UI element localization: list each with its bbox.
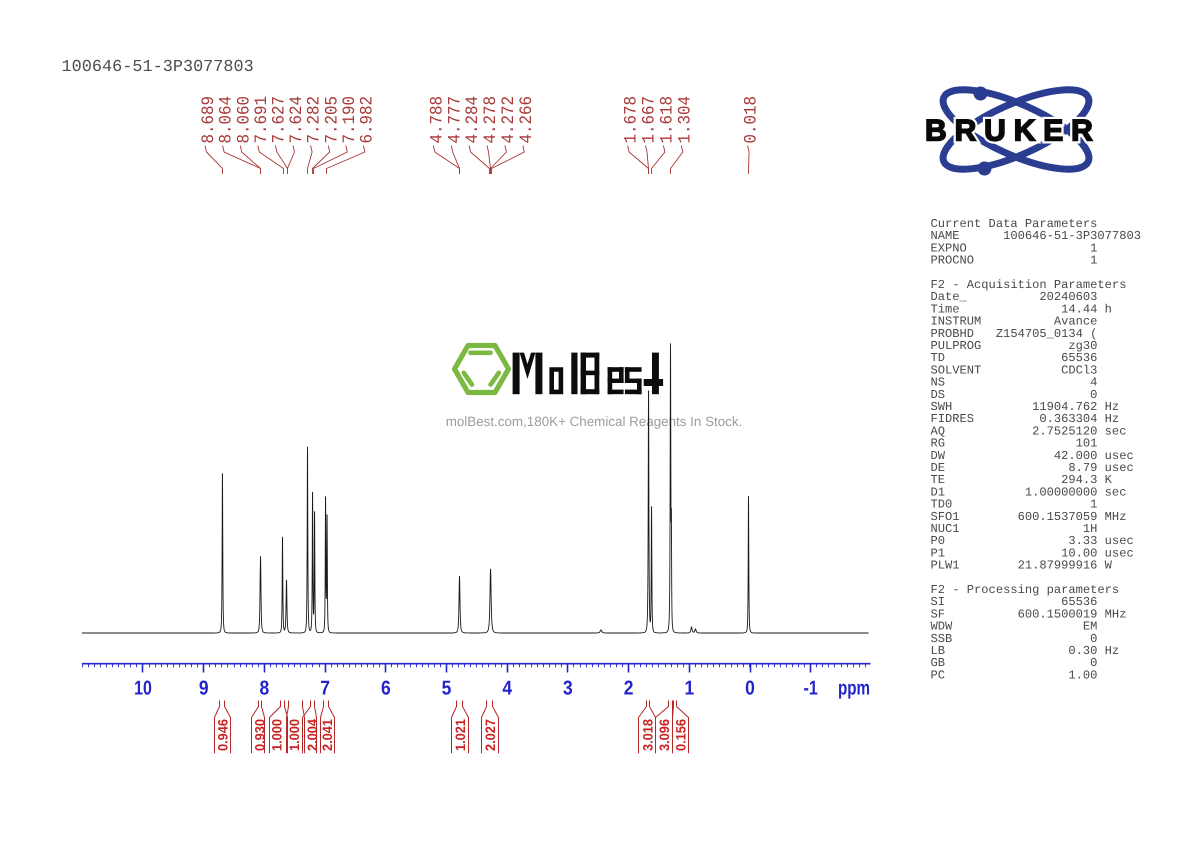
svg-text:D1 1.00000000 sec: D1 1.00000000 sec — [931, 485, 1127, 499]
svg-text:7.190: 7.190 — [341, 96, 360, 144]
svg-text:LB 0.30 Hz: LB 0.30 Hz — [931, 644, 1120, 658]
svg-text:100646-51-3P3077803: 100646-51-3P3077803 — [62, 58, 254, 77]
svg-text:4.272: 4.272 — [500, 96, 519, 144]
svg-text:0: 0 — [745, 678, 755, 700]
svg-text:TE 294.3 K: TE 294.3 K — [931, 473, 1113, 487]
svg-text:1.021: 1.021 — [453, 719, 468, 751]
svg-text:1.667: 1.667 — [641, 96, 660, 144]
svg-text:9: 9 — [199, 678, 209, 700]
svg-text:RG 101: RG 101 — [931, 437, 1098, 451]
svg-text:NAME 100646-51-3P3077803: NAME 100646-51-3P3077803 — [931, 229, 1141, 243]
svg-text:Time 14.44 h: Time 14.44 h — [931, 302, 1112, 316]
svg-text:TD0 1: TD0 1 — [931, 498, 1098, 512]
svg-text:GB 0: GB 0 — [931, 656, 1098, 670]
svg-text:2.027: 2.027 — [483, 719, 498, 751]
svg-text:SI 65536: SI 65536 — [931, 595, 1098, 609]
svg-text:EXPNO 1: EXPNO 1 — [931, 241, 1098, 255]
svg-text:INSTRUM Avance: INSTRUM Avance — [931, 315, 1098, 329]
svg-text:SFO1 600.1537059 MHz: SFO1 600.1537059 MHz — [931, 510, 1127, 524]
svg-text:NS 4: NS 4 — [931, 376, 1098, 390]
svg-text:7.624: 7.624 — [288, 96, 307, 144]
svg-text:ppm: ppm — [838, 678, 870, 700]
svg-text:0.946: 0.946 — [215, 719, 230, 751]
svg-text:4.278: 4.278 — [482, 96, 501, 144]
svg-text:3.096: 3.096 — [657, 719, 672, 751]
svg-text:4.266: 4.266 — [518, 96, 537, 144]
svg-text:-1: -1 — [804, 678, 818, 700]
svg-text:1.678: 1.678 — [623, 96, 642, 144]
svg-text:1.304: 1.304 — [676, 96, 695, 144]
svg-text:P0 3.33 usec: P0 3.33 usec — [931, 534, 1134, 548]
svg-text:1.618: 1.618 — [659, 96, 678, 144]
svg-text:F2 - Acquisition Parameters: F2 - Acquisition Parameters — [931, 278, 1127, 292]
svg-text:SF 600.1500019 MHz: SF 600.1500019 MHz — [931, 607, 1127, 621]
svg-text:1.000: 1.000 — [287, 719, 302, 751]
svg-text:DE 8.79 usec: DE 8.79 usec — [931, 461, 1134, 475]
svg-text:6: 6 — [381, 678, 391, 700]
svg-text:SWH 11904.762 Hz: SWH 11904.762 Hz — [931, 400, 1120, 414]
svg-text:Date_ 20240603: Date_ 20240603 — [931, 290, 1098, 304]
svg-text:7.205: 7.205 — [323, 96, 342, 144]
svg-text:SSB 0: SSB 0 — [931, 632, 1098, 646]
svg-text:DW 42.000 usec: DW 42.000 usec — [931, 449, 1134, 463]
svg-text:3: 3 — [563, 678, 573, 700]
svg-text:2.004: 2.004 — [305, 719, 320, 751]
svg-text:2.041: 2.041 — [320, 719, 335, 751]
svg-text:8.064: 8.064 — [218, 96, 237, 144]
svg-text:SOLVENT CDCl3: SOLVENT CDCl3 — [931, 363, 1098, 377]
svg-text:7.627: 7.627 — [271, 96, 290, 144]
svg-text:TD 65536: TD 65536 — [931, 351, 1098, 365]
svg-text:PROBHD Z154705_0134 (: PROBHD Z154705_0134 ( — [931, 327, 1098, 341]
svg-text:PROCNO 1: PROCNO 1 — [931, 254, 1098, 268]
svg-text:PLW1 21.87999916 W: PLW1 21.87999916 W — [931, 559, 1113, 573]
svg-text:0.018: 0.018 — [743, 96, 762, 144]
svg-text:2: 2 — [624, 678, 634, 700]
svg-text:8: 8 — [260, 678, 270, 700]
svg-text:Current Data Parameters: Current Data Parameters — [931, 217, 1098, 231]
svg-text:FIDRES 0.363304 Hz: FIDRES 0.363304 Hz — [931, 412, 1120, 426]
svg-text:molBest.com,180K+ Chemical Rea: molBest.com,180K+ Chemical Reagents In S… — [446, 414, 743, 429]
svg-text:8.060: 8.060 — [235, 96, 254, 144]
svg-text:0.156: 0.156 — [674, 719, 689, 751]
svg-text:7: 7 — [320, 678, 330, 700]
svg-text:1.000: 1.000 — [269, 719, 284, 751]
svg-text:P1 10.00 usec: P1 10.00 usec — [931, 546, 1134, 560]
svg-text:4.788: 4.788 — [428, 96, 447, 144]
svg-text:7.282: 7.282 — [306, 96, 325, 144]
svg-text:7.691: 7.691 — [253, 96, 272, 144]
svg-text:1: 1 — [684, 678, 694, 700]
svg-text:DS 0: DS 0 — [931, 388, 1098, 402]
svg-text:AQ 2.7525120 sec: AQ 2.7525120 sec — [931, 424, 1127, 438]
svg-text:6.982: 6.982 — [359, 96, 378, 144]
svg-text:PC 1.00: PC 1.00 — [931, 668, 1098, 682]
svg-text:8.689: 8.689 — [200, 96, 219, 144]
svg-text:BRUKER: BRUKER — [925, 115, 1101, 148]
svg-text:4.284: 4.284 — [464, 96, 483, 144]
svg-text:WDW EM: WDW EM — [931, 620, 1098, 634]
svg-text:NUC1 1H: NUC1 1H — [931, 522, 1098, 536]
svg-text:3.018: 3.018 — [640, 719, 655, 751]
svg-text:4: 4 — [502, 678, 512, 700]
svg-text:5: 5 — [442, 678, 452, 700]
svg-text:BRUKER: BRUKER — [925, 115, 1101, 148]
svg-text:PULPROG zg30: PULPROG zg30 — [931, 339, 1098, 353]
svg-text:4.777: 4.777 — [446, 96, 465, 144]
svg-text:10: 10 — [134, 678, 152, 700]
svg-text:0.930: 0.930 — [252, 719, 267, 751]
svg-text:F2 - Processing parameters: F2 - Processing parameters — [931, 583, 1120, 597]
